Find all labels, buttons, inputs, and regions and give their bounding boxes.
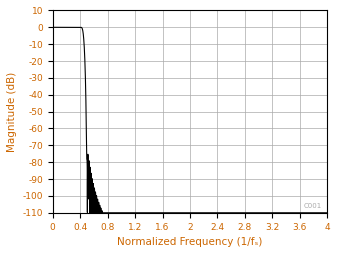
Text: C001: C001 bbox=[304, 203, 322, 209]
X-axis label: Normalized Frequency (1/fₛ): Normalized Frequency (1/fₛ) bbox=[117, 237, 263, 247]
Y-axis label: Magnitude (dB): Magnitude (dB) bbox=[7, 71, 17, 152]
